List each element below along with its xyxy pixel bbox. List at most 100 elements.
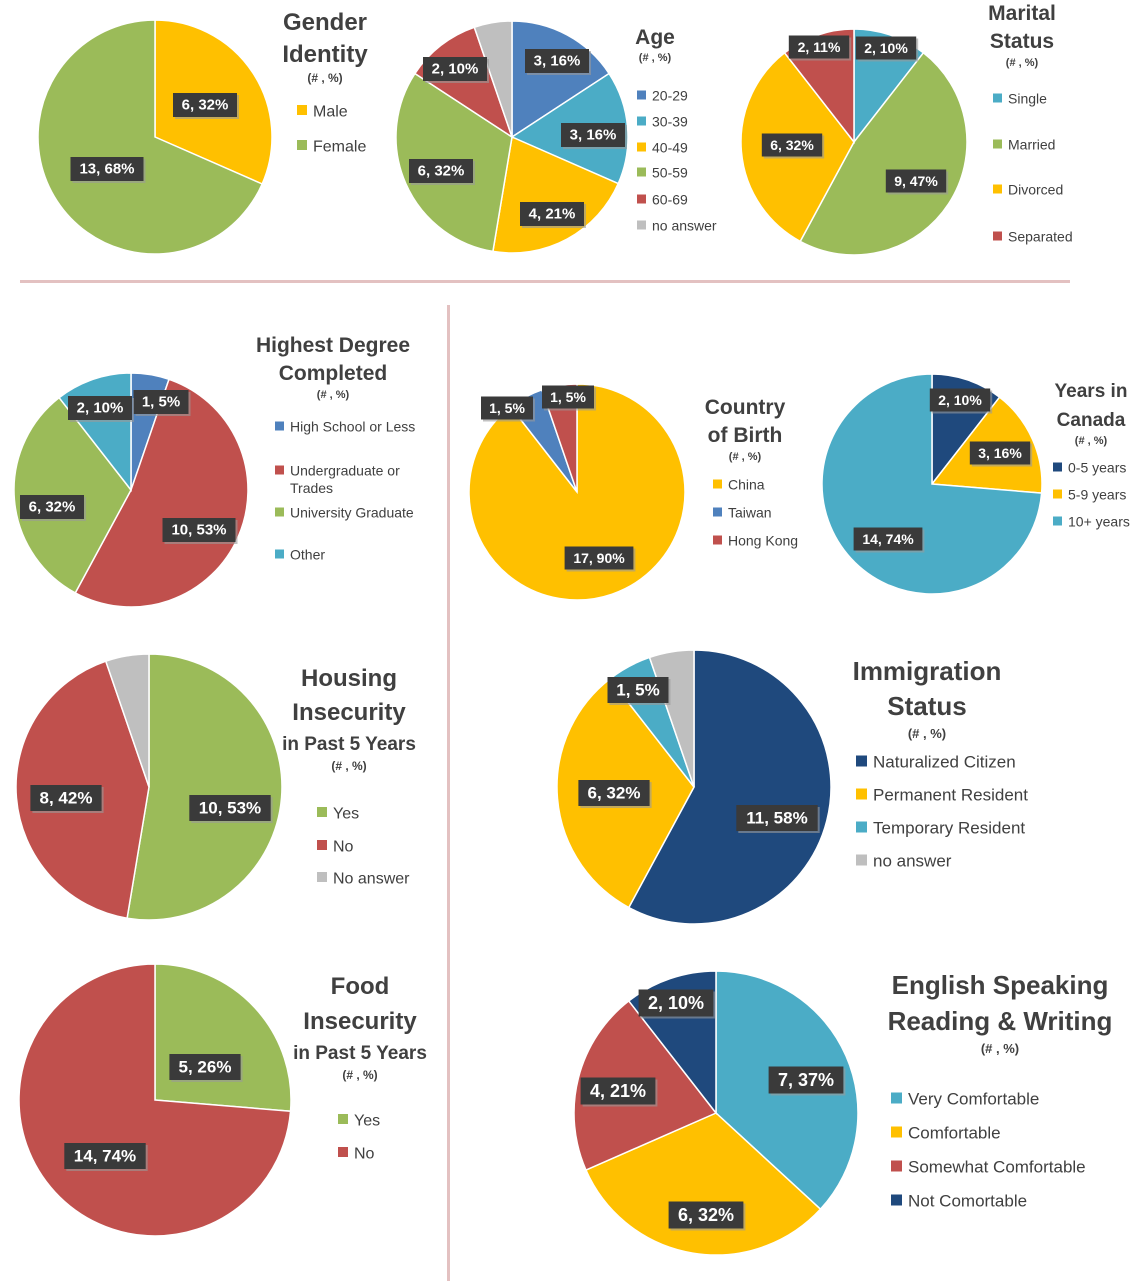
pie-chart-gender-identity: 6, 32% 13, 68% Gender Identity (# , %) Male Fe…	[37, 9, 368, 255]
data-label-text: 6, 32%	[588, 784, 641, 803]
chart-title: Immigration	[853, 656, 1002, 686]
legend-item-single: Single	[993, 91, 1047, 107]
pie-chart-immigration-status: 11, 58% 6, 32% 1, 5% Immigration Status (# , …	[556, 649, 1028, 925]
legend-item-very-comfortable: Very Comfortable	[891, 1090, 1039, 1109]
legend-label: Female	[313, 138, 366, 155]
legend-swatch	[317, 872, 327, 882]
pie-slice-no-answer	[104, 653, 150, 788]
data-label: 2, 10%	[929, 388, 993, 414]
legend-swatch	[317, 807, 327, 817]
data-label: 14, 74%	[853, 527, 925, 553]
data-label-box	[70, 157, 144, 181]
chart-title: in Past 5 Years	[282, 734, 416, 755]
legend-item-male: Male	[297, 103, 348, 120]
legend-item-married: Married	[993, 137, 1055, 153]
chart-subtitle: (# , %)	[317, 389, 350, 401]
data-label-box	[668, 1201, 744, 1229]
chart-title: Status	[887, 691, 966, 721]
legend-item-20-29: 20-29	[637, 88, 688, 104]
data-label: 1, 5%	[542, 385, 596, 411]
data-label: 5, 26%	[169, 1054, 243, 1082]
data-label-text: 10, 53%	[199, 799, 261, 818]
legend-item-taiwan: Taiwan	[713, 505, 772, 521]
chart-title: Years in	[1055, 381, 1128, 402]
chart-title: in Past 5 Years	[293, 1043, 427, 1064]
data-label-text: 3, 16%	[978, 445, 1022, 461]
legend-swatch	[637, 167, 646, 177]
legend-swatch	[1053, 516, 1062, 526]
data-label-box	[638, 989, 714, 1017]
pie-slice-married	[799, 51, 968, 256]
legend-swatch	[713, 507, 722, 517]
legend-label: Other	[290, 547, 325, 563]
legend-item-china: China	[713, 477, 765, 493]
legend-label: Permanent Resident	[873, 786, 1028, 805]
data-label-text: 1, 5%	[142, 394, 180, 411]
legend-label: 0-5 years	[1068, 460, 1126, 476]
data-label-box	[561, 123, 625, 147]
data-label: 6, 32%	[20, 495, 86, 521]
legend-swatch	[637, 194, 646, 204]
legend-item-no-answer: no answer	[637, 218, 717, 234]
legend-item-40-49: 40-49	[637, 140, 688, 156]
legend-item-female: Female	[297, 138, 366, 155]
pie-slice-yes	[154, 963, 292, 1113]
data-label-box	[768, 1066, 844, 1094]
legend-label: 50-59	[652, 165, 688, 181]
legend-swatch	[275, 465, 284, 475]
legend-label: Separated	[1008, 229, 1073, 245]
legend-item-no-answer: no answer	[856, 852, 952, 871]
chart-title: Housing	[301, 665, 397, 692]
legend-swatch	[993, 231, 1002, 241]
legend-label: 30-39	[652, 114, 688, 130]
legend-label: 20-29	[652, 88, 688, 104]
legend-item-hong-kong: Hong Kong	[713, 533, 798, 549]
pie-slice-female	[37, 19, 264, 255]
chart-title: Country	[705, 396, 786, 419]
pie-chart-housing-insecurity: 10, 53% 8, 42% Housing Insecurity in Past 5 …	[15, 653, 416, 921]
chart-title: Food	[331, 973, 390, 1000]
legend-item-other: Other	[275, 547, 325, 563]
chart-title: Age	[635, 26, 675, 49]
legend-swatch	[856, 788, 867, 800]
legend-label: Divorced	[1008, 182, 1063, 198]
legend-item-50-59: 50-59	[637, 165, 688, 181]
legend-swatch	[637, 90, 646, 100]
legend-label: no answer	[873, 852, 952, 871]
legend-item-divorced: Divorced	[993, 182, 1063, 198]
chart-subtitle: (# , %)	[1075, 435, 1108, 447]
chart-subtitle: (# , %)	[729, 451, 762, 463]
legend-item-yes: Yes	[338, 1112, 380, 1129]
data-label: 10, 53%	[189, 795, 273, 823]
legend-item-yes: Yes	[317, 805, 359, 822]
legend-item-somewhat-comfortable: Somewhat Comfortable	[891, 1158, 1086, 1177]
data-label-text: 1, 5%	[616, 681, 659, 700]
data-label: 2, 11%	[788, 35, 852, 61]
data-label-box	[481, 396, 533, 420]
data-label-text: 6, 32%	[678, 1205, 734, 1225]
data-label-text: 17, 90%	[573, 550, 625, 566]
legend-swatch	[856, 755, 867, 767]
data-label-box	[30, 785, 102, 811]
legend-label: 40-49	[652, 140, 688, 156]
data-label-text: 6, 32%	[29, 499, 76, 516]
legend-swatch	[275, 549, 284, 559]
data-label-box	[64, 1143, 146, 1169]
data-label: 2, 10%	[855, 36, 919, 62]
pie-slice-yes	[126, 653, 283, 921]
data-label: 4, 21%	[520, 202, 586, 228]
legend-item-no: No	[317, 838, 354, 855]
data-label-box	[578, 780, 650, 806]
data-label-text: 2, 10%	[864, 40, 908, 56]
data-label: 6, 32%	[173, 93, 239, 119]
legend-label: Hong Kong	[728, 533, 798, 549]
chart-title: Gender	[283, 9, 367, 36]
legend-item-not-comortable: Not Comortable	[891, 1192, 1027, 1211]
chart-title: Marital	[988, 2, 1056, 25]
chart-title: Completed	[279, 362, 388, 385]
data-label-text: 3, 16%	[570, 127, 617, 144]
legend-label: 5-9 years	[1068, 487, 1126, 503]
legend-label: Temporary Resident	[873, 819, 1025, 838]
legend-swatch	[275, 421, 284, 431]
chart-title: English Speaking	[892, 970, 1109, 1000]
